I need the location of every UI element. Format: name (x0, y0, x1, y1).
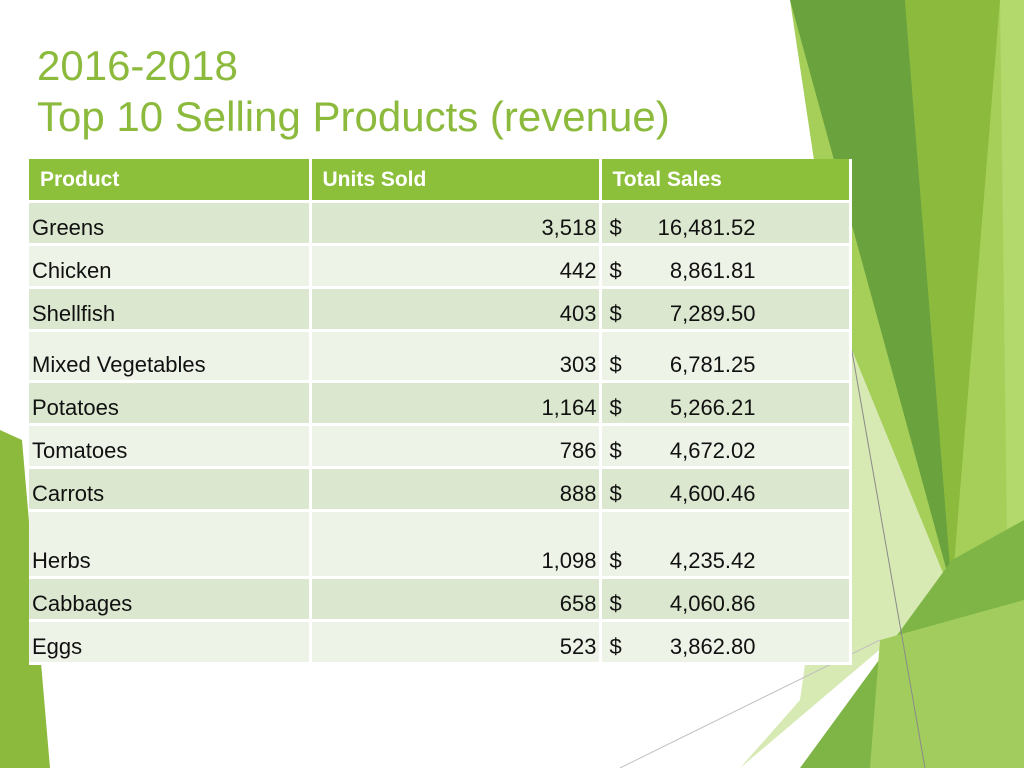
currency-symbol: $ (609, 301, 622, 326)
currency-symbol: $ (609, 438, 622, 463)
table-row: Potatoes 1,164 $5,266.21 (29, 381, 852, 426)
units-sold: 3,518 (310, 201, 602, 246)
product-name: Eggs (29, 620, 312, 665)
total-sales: $8,861.81 (600, 244, 852, 289)
sales-amount: 4,060.86 (669, 591, 756, 616)
table-row: Carrots 888 $4,600.46 (29, 467, 852, 512)
total-sales: $16,481.52 (600, 201, 852, 246)
currency-symbol: $ (609, 481, 622, 506)
bottom-right-facet-light (870, 600, 1024, 768)
header-product: Product (29, 159, 312, 203)
right-green-facet-mid (905, 0, 1000, 590)
table-row: Shellfish 403 $7,289.50 (29, 287, 852, 332)
header-total-sales: Total Sales (600, 159, 852, 203)
title-subtitle: Top 10 Selling Products (revenue) (37, 93, 670, 140)
sales-amount: 4,600.46 (669, 481, 756, 506)
left-bottom-facet (0, 430, 50, 768)
table-row: Mixed Vegetables 303 $6,781.25 (29, 330, 852, 383)
units-sold: 786 (310, 424, 602, 469)
slide-title: 2016-2018 Top 10 Selling Products (reven… (37, 40, 670, 142)
total-sales: $5,266.21 (600, 381, 852, 426)
total-sales: $3,862.80 (600, 620, 852, 665)
product-name: Herbs (29, 510, 312, 579)
total-sales: $4,672.02 (600, 424, 852, 469)
sales-amount: 5,266.21 (669, 395, 756, 420)
sales-amount: 6,781.25 (669, 352, 756, 377)
currency-symbol: $ (609, 258, 622, 283)
product-name: Shellfish (29, 287, 312, 332)
table-header-row: Product Units Sold Total Sales (29, 159, 852, 203)
product-name: Mixed Vegetables (29, 330, 312, 383)
title-years: 2016-2018 (37, 42, 238, 89)
product-name: Cabbages (29, 577, 312, 622)
total-sales: $7,289.50 (600, 287, 852, 332)
product-name: Tomatoes (29, 424, 312, 469)
currency-symbol: $ (609, 634, 622, 659)
units-sold: 658 (310, 577, 602, 622)
currency-symbol: $ (609, 215, 622, 240)
thin-diagonal-line (849, 339, 926, 768)
currency-symbol: $ (609, 548, 622, 573)
table-row: Chicken 442 $8,861.81 (29, 244, 852, 289)
top-products-table: Product Units Sold Total Sales Greens 3,… (29, 159, 852, 665)
total-sales: $4,235.42 (600, 510, 852, 579)
units-sold: 523 (310, 620, 602, 665)
header-units-sold: Units Sold (310, 159, 602, 203)
currency-symbol: $ (609, 352, 622, 377)
sales-amount: 4,672.02 (669, 438, 756, 463)
product-name: Chicken (29, 244, 312, 289)
table-row: Herbs 1,098 $4,235.42 (29, 510, 852, 579)
sales-amount: 8,861.81 (669, 258, 756, 283)
total-sales: $4,600.46 (600, 467, 852, 512)
table-row: Greens 3,518 $16,481.52 (29, 201, 852, 246)
product-name: Potatoes (29, 381, 312, 426)
units-sold: 303 (310, 330, 602, 383)
table-row: Eggs 523 $3,862.80 (29, 620, 852, 665)
units-sold: 403 (310, 287, 602, 332)
product-name: Greens (29, 201, 312, 246)
table-row: Cabbages 658 $4,060.86 (29, 577, 852, 622)
units-sold: 1,098 (310, 510, 602, 579)
product-name: Carrots (29, 467, 312, 512)
sales-amount: 3,862.80 (669, 634, 756, 659)
table-row: Tomatoes 786 $4,672.02 (29, 424, 852, 469)
units-sold: 1,164 (310, 381, 602, 426)
currency-symbol: $ (609, 395, 622, 420)
sales-amount: 16,481.52 (657, 215, 756, 240)
currency-symbol: $ (609, 591, 622, 616)
right-green-facet-dark (790, 0, 952, 590)
total-sales: $4,060.86 (600, 577, 852, 622)
units-sold: 442 (310, 244, 602, 289)
sales-amount: 7,289.50 (669, 301, 756, 326)
total-sales: $6,781.25 (600, 330, 852, 383)
units-sold: 888 (310, 467, 602, 512)
sales-amount: 4,235.42 (669, 548, 756, 573)
